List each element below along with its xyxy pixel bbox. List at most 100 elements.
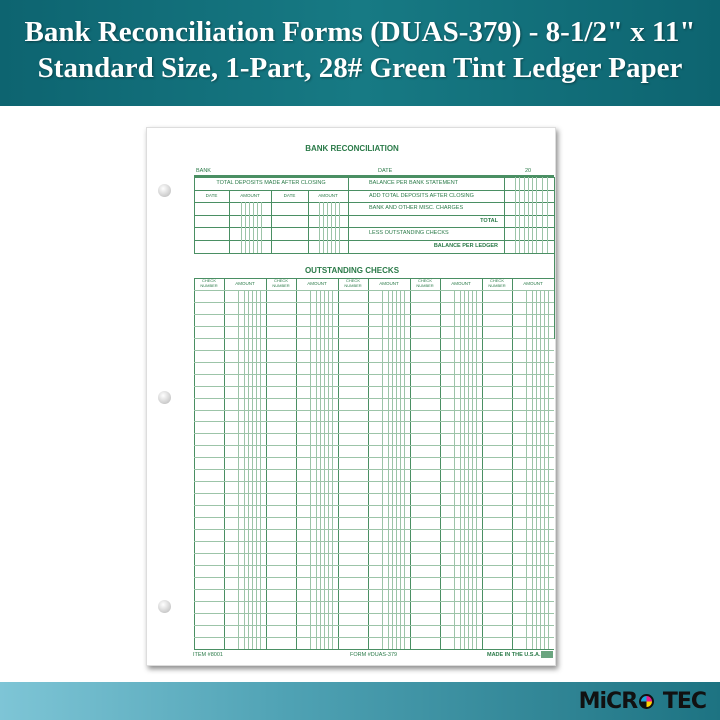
summary-row-label: LESS OUTSTANDING CHECKS xyxy=(369,230,449,236)
rule-line xyxy=(249,202,250,253)
rule-line xyxy=(512,278,513,649)
made-in-usa: MADE IN THE U.S.A. xyxy=(487,652,541,658)
check-row-line xyxy=(194,325,554,327)
amount-header: AMOUNT xyxy=(451,281,471,286)
deposit-col-header: DATE xyxy=(205,193,218,198)
check-row-line xyxy=(194,313,554,315)
check-number-header: CHECK NUMBER xyxy=(344,278,362,288)
rule-line xyxy=(194,278,195,649)
rule-line xyxy=(515,177,516,253)
checks-title: OUTSTANDING CHECKS xyxy=(304,266,400,275)
check-row-line xyxy=(194,469,554,470)
rule-line xyxy=(440,278,441,649)
rule-line xyxy=(194,240,554,241)
rule-line xyxy=(547,177,548,253)
check-row-line xyxy=(194,421,554,423)
check-row-line xyxy=(194,624,554,626)
color-wheel-icon xyxy=(639,694,655,709)
check-row-line xyxy=(194,301,554,303)
check-row-line xyxy=(194,349,554,351)
rule-line xyxy=(194,190,554,191)
check-row-line xyxy=(194,433,554,434)
check-number-header: CHECK NUMBER xyxy=(416,278,434,288)
rule-line xyxy=(308,190,309,253)
rule-line xyxy=(194,253,554,254)
check-row-line xyxy=(194,636,554,638)
deposit-col-header: DATE xyxy=(283,193,296,198)
title-line-2: Standard Size, 1-Part, 28# Green Tint Le… xyxy=(37,52,683,84)
check-row-line xyxy=(194,457,554,458)
deposit-col-header: AMOUNT xyxy=(240,193,260,198)
amount-header: AMOUNT xyxy=(307,281,327,286)
summary-row-label: BALANCE PER BANK STATEMENT xyxy=(369,180,459,186)
rule-line xyxy=(194,227,554,228)
deposits-header: TOTAL DEPOSITS MADE AFTER CLOSING xyxy=(216,180,326,186)
check-row-line xyxy=(194,588,554,590)
rule-line xyxy=(542,177,543,253)
rule-line xyxy=(338,278,339,649)
deposit-col-header: AMOUNT xyxy=(318,193,338,198)
check-row-line xyxy=(194,600,554,602)
check-row-line xyxy=(194,373,554,375)
bank-label: BANK xyxy=(196,168,211,174)
rule-line xyxy=(241,202,242,253)
form-sheet: BANK RECONCILIATION BANK DATE 20 OUTSTAN… xyxy=(146,127,556,666)
rule-line xyxy=(554,177,555,339)
rule-line xyxy=(532,177,533,253)
rule-line xyxy=(194,202,554,203)
rule-line xyxy=(271,190,272,253)
date-label: DATE xyxy=(378,168,393,174)
rule-line xyxy=(253,202,254,253)
form-number: FORM #DUAS-379 xyxy=(350,652,398,658)
rule-line xyxy=(519,177,520,253)
rule-line xyxy=(323,202,324,253)
check-row-line xyxy=(194,648,554,650)
rule-line xyxy=(327,202,328,253)
title-line-1: Bank Reconciliation Forms (DUAS-379) - 8… xyxy=(24,16,696,48)
check-row-line xyxy=(194,361,554,363)
check-row-line xyxy=(194,529,554,530)
check-row-line xyxy=(194,385,554,387)
check-row-line xyxy=(194,445,554,446)
rule-line xyxy=(224,278,225,649)
year-label: 20 xyxy=(525,168,532,174)
summary-row-label: TOTAL xyxy=(480,217,498,224)
rule-line xyxy=(536,177,537,253)
punch-hole-icon xyxy=(158,391,171,404)
check-row-line xyxy=(194,409,554,411)
check-number-header: CHECK NUMBER xyxy=(272,278,290,288)
rule-line xyxy=(194,177,554,178)
brand-logo: MiCR TEC xyxy=(578,689,707,714)
summary-row-label: ADD TOTAL DEPOSITS AFTER CLOSING xyxy=(369,192,474,199)
rule-line xyxy=(524,177,525,253)
check-row-line xyxy=(194,552,554,554)
rule-line xyxy=(331,202,332,253)
rule-line xyxy=(194,215,554,216)
rule-line xyxy=(339,202,340,253)
rule-line xyxy=(368,278,369,649)
flag-icon xyxy=(541,651,553,658)
check-row-line xyxy=(194,505,554,506)
rule-line xyxy=(194,278,554,279)
check-row-line xyxy=(194,612,554,614)
punch-hole-icon xyxy=(158,184,171,197)
check-row-line xyxy=(194,397,554,399)
check-row-line xyxy=(194,290,554,291)
footer-band: MiCR TEC xyxy=(0,682,720,720)
check-row-line xyxy=(194,576,554,578)
rule-line xyxy=(261,202,262,253)
punch-hole-icon xyxy=(158,600,171,613)
rule-line xyxy=(194,175,554,177)
check-row-line xyxy=(194,337,554,339)
rule-line xyxy=(257,202,258,253)
check-row-line xyxy=(194,564,554,566)
rule-line xyxy=(348,177,349,253)
amount-header: AMOUNT xyxy=(523,281,543,286)
rule-line xyxy=(266,278,267,649)
title-banner: Bank Reconciliation Forms (DUAS-379) - 8… xyxy=(0,0,720,106)
rule-line xyxy=(482,278,483,649)
check-row-line xyxy=(194,481,554,482)
form-title: BANK RECONCILIATION xyxy=(305,144,399,153)
rule-line xyxy=(229,190,230,253)
rule-line xyxy=(504,177,505,253)
